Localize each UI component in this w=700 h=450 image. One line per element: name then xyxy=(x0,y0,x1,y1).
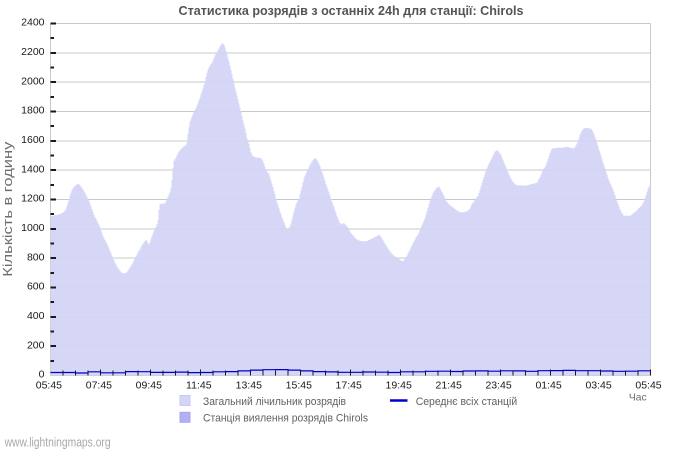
svg-text:13:45: 13:45 xyxy=(236,379,262,391)
svg-text:1400: 1400 xyxy=(21,163,45,175)
svg-text:400: 400 xyxy=(27,310,45,322)
svg-text:03:45: 03:45 xyxy=(585,379,611,391)
svg-text:1000: 1000 xyxy=(21,222,45,234)
svg-text:2200: 2200 xyxy=(21,46,45,58)
svg-text:15:45: 15:45 xyxy=(286,379,312,391)
svg-text:21:45: 21:45 xyxy=(436,379,462,391)
svg-text:2400: 2400 xyxy=(21,17,45,29)
svg-text:600: 600 xyxy=(27,281,45,293)
svg-text:www.lightningmaps.org: www.lightningmaps.org xyxy=(4,435,111,450)
svg-text:17:45: 17:45 xyxy=(336,379,362,391)
svg-text:Станція виялення розрядів Chir: Станція виялення розрядів Chirols xyxy=(203,412,368,424)
svg-text:09:45: 09:45 xyxy=(136,379,162,391)
svg-text:1800: 1800 xyxy=(21,105,45,117)
svg-text:2000: 2000 xyxy=(21,75,45,87)
svg-text:05:45: 05:45 xyxy=(635,379,661,391)
svg-text:200: 200 xyxy=(27,339,45,351)
svg-text:0: 0 xyxy=(39,369,45,381)
svg-text:Середнє всіх станцій: Середнє всіх станцій xyxy=(416,396,518,408)
svg-text:Кількість в годину: Кількість в годину xyxy=(1,141,15,277)
svg-text:05:45: 05:45 xyxy=(36,379,62,391)
svg-text:19:45: 19:45 xyxy=(386,379,412,391)
svg-text:23:45: 23:45 xyxy=(485,379,511,391)
svg-text:Статистика розрядів з останніх: Статистика розрядів з останніх 24h для с… xyxy=(179,3,524,18)
svg-text:Час: Час xyxy=(629,392,647,403)
svg-text:1200: 1200 xyxy=(21,193,45,205)
svg-text:07:45: 07:45 xyxy=(86,379,112,391)
svg-text:Загальний лічильник розрядів: Загальний лічильник розрядів xyxy=(203,396,346,408)
svg-text:01:45: 01:45 xyxy=(535,379,561,391)
svg-text:1600: 1600 xyxy=(21,134,45,146)
svg-text:800: 800 xyxy=(27,251,45,263)
svg-text:11:45: 11:45 xyxy=(186,379,212,391)
